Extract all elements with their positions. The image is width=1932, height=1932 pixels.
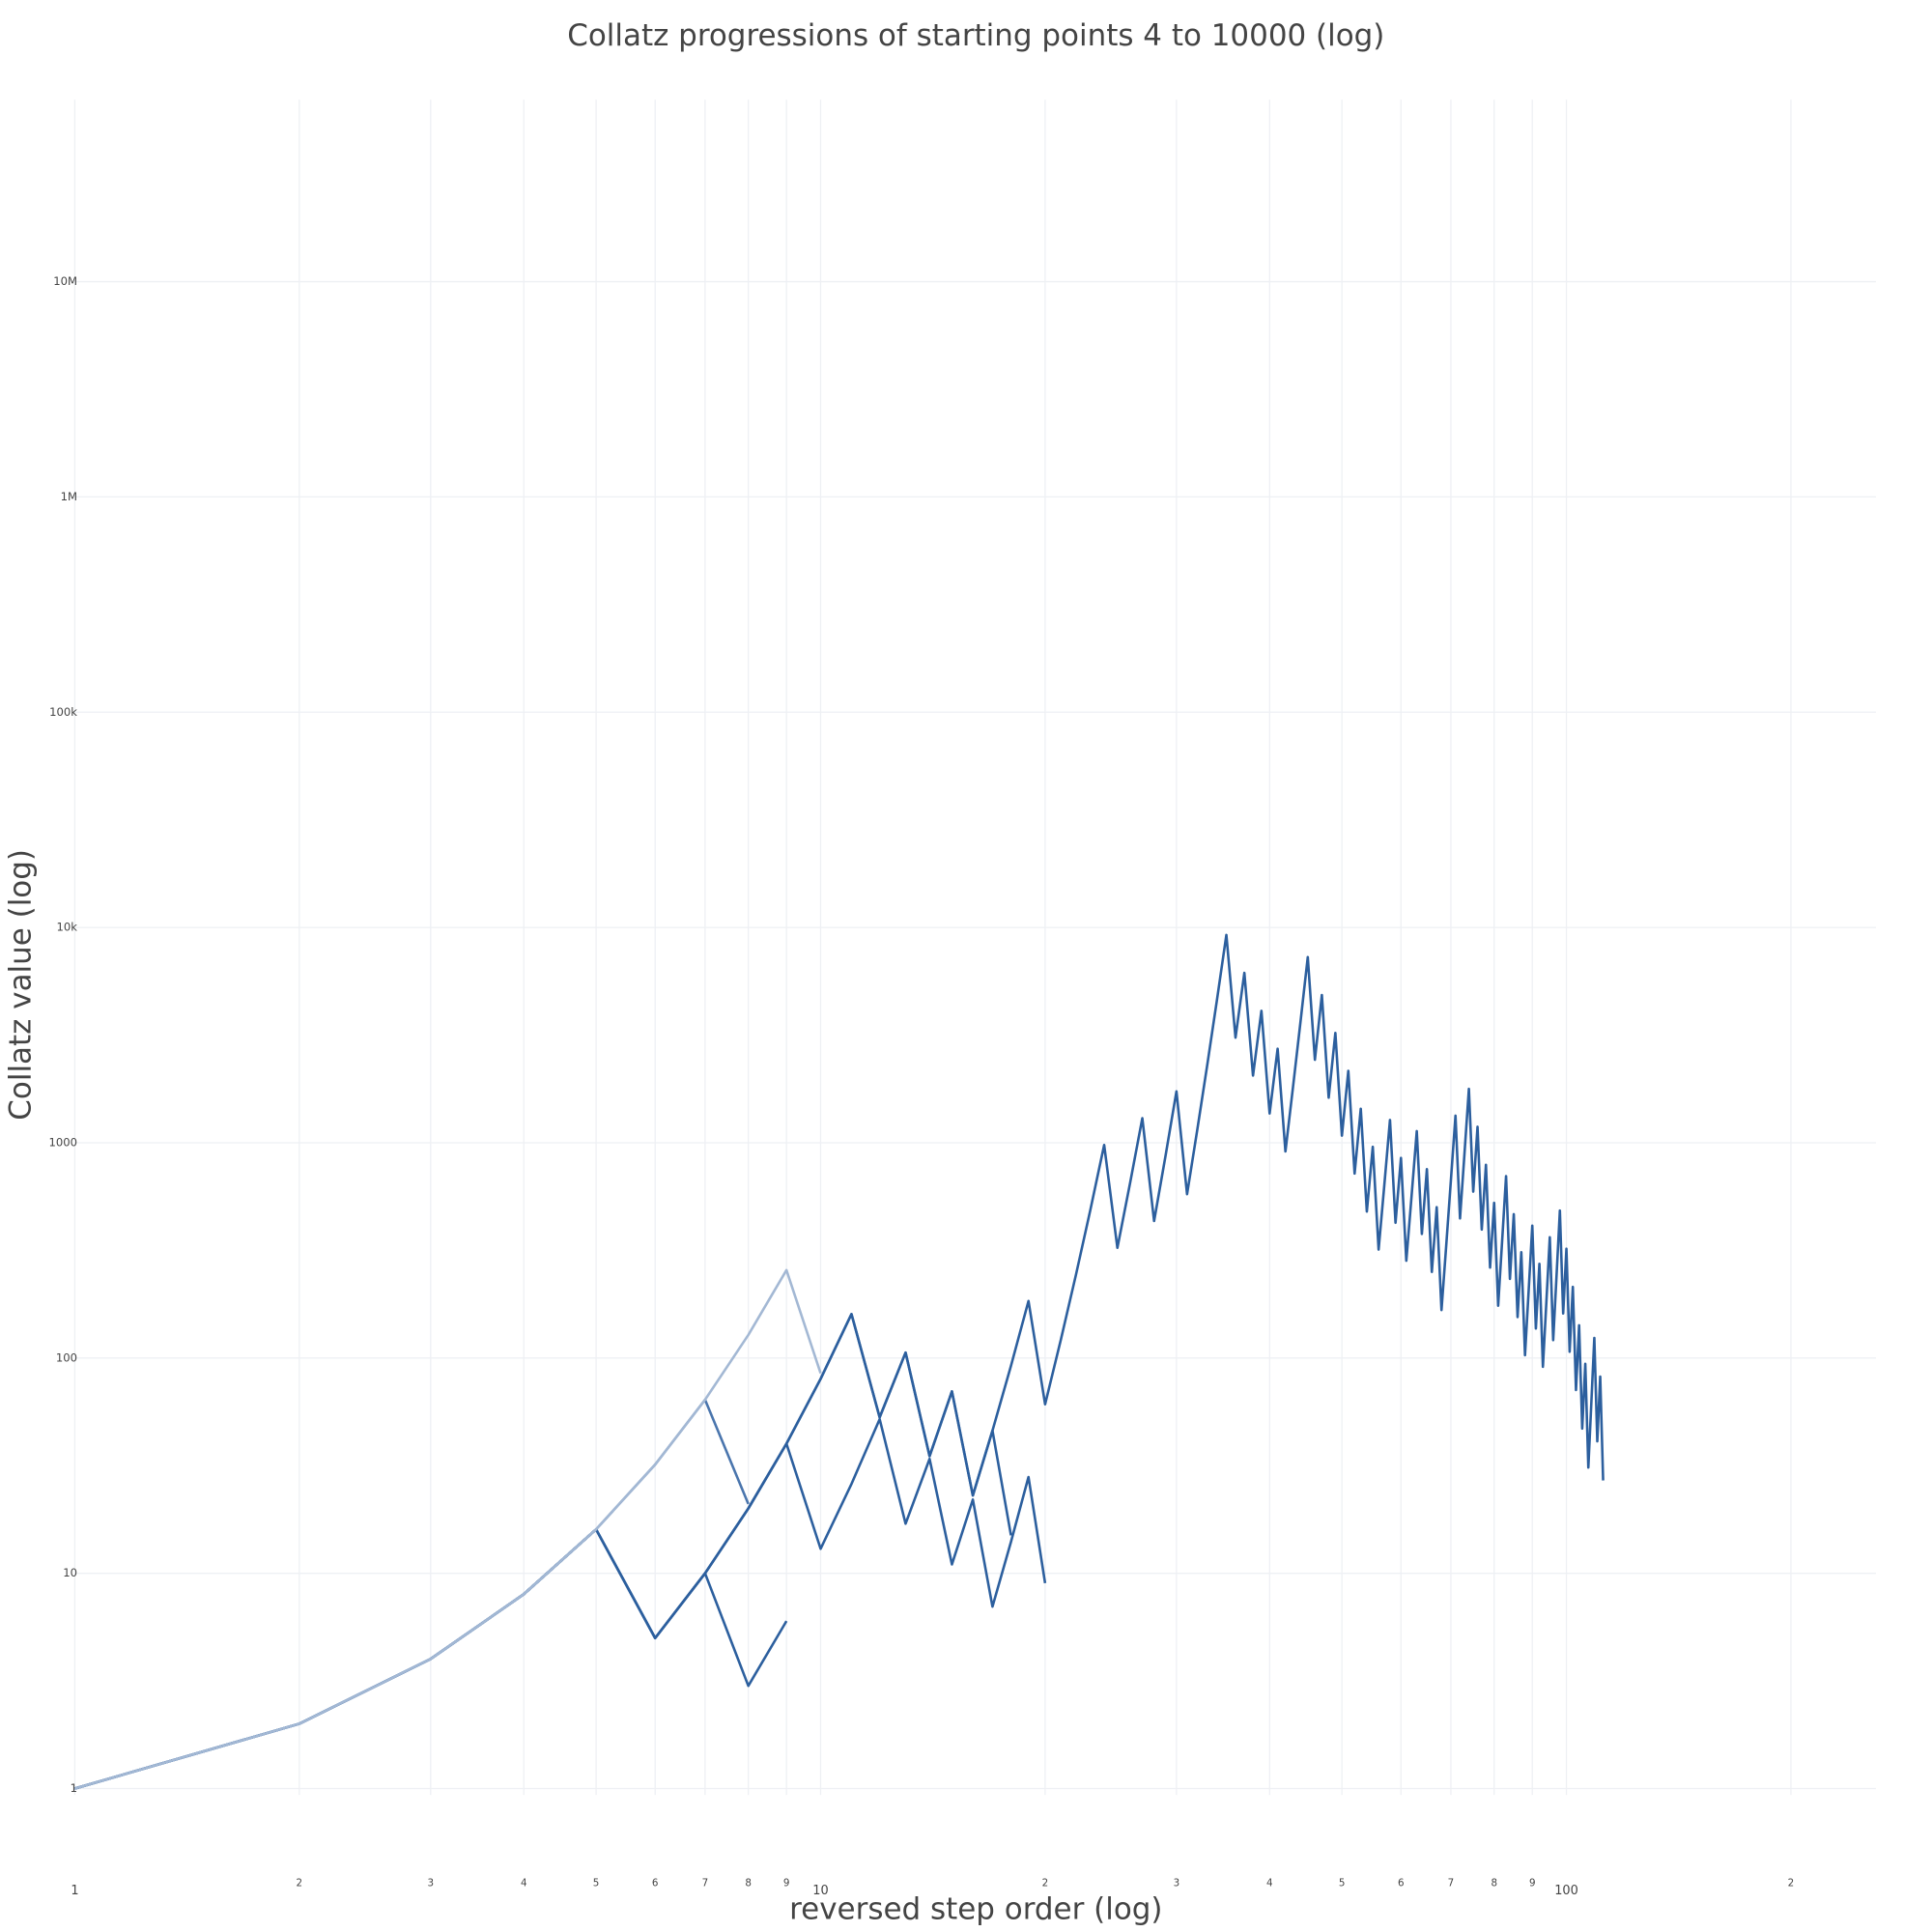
grid bbox=[73, 99, 1876, 1796]
x-tick-label: 2 bbox=[297, 1878, 303, 1889]
x-tick-label: 5 bbox=[1339, 1878, 1346, 1889]
x-tick-label: 6 bbox=[652, 1878, 659, 1889]
lines bbox=[74, 933, 1605, 1790]
x-tick-label: 1 bbox=[71, 1884, 78, 1898]
x-tick-label: 100 bbox=[1554, 1884, 1578, 1898]
x-tick-label: 9 bbox=[1529, 1878, 1536, 1889]
x-tick-label: 3 bbox=[1174, 1878, 1180, 1889]
x-tick-label: 4 bbox=[1266, 1878, 1273, 1889]
series-line bbox=[74, 1268, 822, 1790]
series-line bbox=[74, 1398, 750, 1790]
y-tick-label: 1 bbox=[71, 1781, 77, 1795]
x-tick-label: 2 bbox=[1788, 1878, 1795, 1889]
y-tick-label: 1M bbox=[61, 490, 77, 503]
series-line bbox=[74, 933, 1605, 1790]
x-tick-label: 6 bbox=[1398, 1878, 1405, 1889]
x-tick-label: 7 bbox=[1448, 1878, 1455, 1889]
chart-title: Collatz progressions of starting points … bbox=[567, 18, 1384, 53]
x-tick-label: 8 bbox=[745, 1878, 752, 1889]
y-axis-title: Collatz value (log) bbox=[4, 849, 39, 1121]
y-tick-label: 10M bbox=[53, 274, 77, 288]
y-tick-label: 1000 bbox=[48, 1135, 77, 1149]
x-tick-label: 8 bbox=[1491, 1878, 1497, 1889]
x-tick-label: 3 bbox=[428, 1878, 435, 1889]
x-tick-label: 9 bbox=[783, 1878, 790, 1889]
x-tick-label: 10 bbox=[812, 1884, 828, 1898]
y-tick-label: 10k bbox=[57, 921, 78, 934]
x-tick-label: 7 bbox=[702, 1878, 709, 1889]
y-tick-label: 100k bbox=[49, 705, 77, 719]
x-tick-label: 2 bbox=[1042, 1878, 1049, 1889]
y-tick-label: 10 bbox=[63, 1566, 77, 1579]
y-tick-label: 100 bbox=[56, 1350, 77, 1364]
x-axis-title: reversed step order (log) bbox=[789, 1892, 1162, 1927]
series-line bbox=[74, 1417, 1047, 1790]
x-tick-label: 5 bbox=[593, 1878, 600, 1889]
x-tick-label: 4 bbox=[521, 1878, 527, 1889]
series-line bbox=[74, 1313, 1012, 1790]
